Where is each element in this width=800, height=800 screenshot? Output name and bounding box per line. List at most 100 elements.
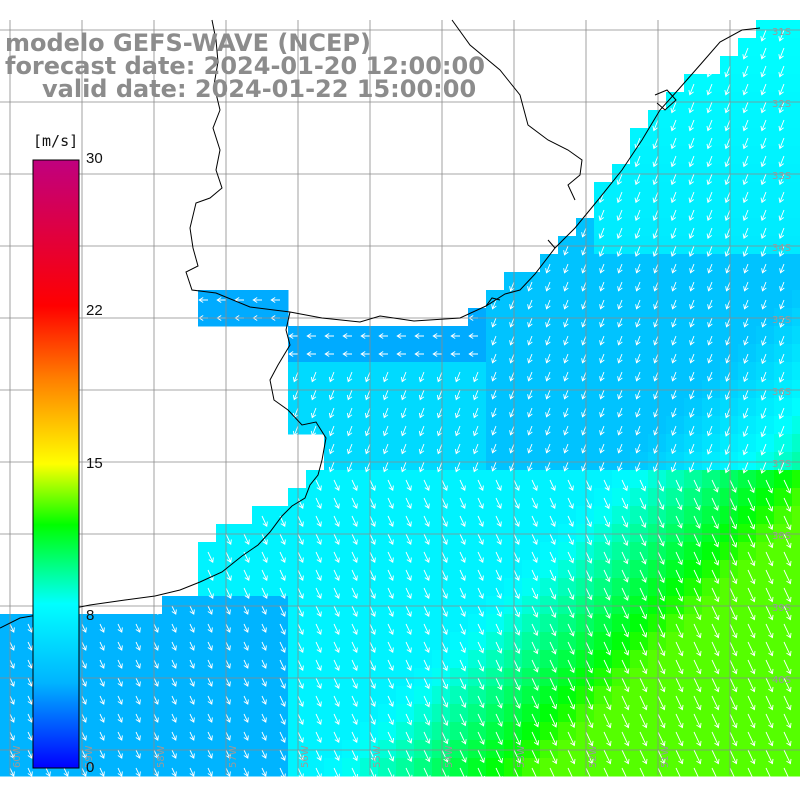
field-cell	[576, 560, 595, 579]
wind-arrow	[670, 173, 677, 186]
wind-arrow	[545, 461, 551, 472]
field-cell	[162, 668, 181, 687]
field-cell	[666, 632, 685, 651]
wind-arrow	[171, 677, 177, 687]
wind-arrow	[491, 371, 497, 382]
wind-arrow	[297, 497, 304, 509]
field-cell	[414, 344, 433, 363]
field-cell	[594, 686, 613, 705]
wind-arrow	[688, 83, 695, 96]
field-cell	[558, 758, 577, 777]
field-cell	[306, 560, 325, 579]
wind-arrow	[513, 659, 521, 673]
field-cell	[306, 704, 325, 723]
wind-arrow	[761, 299, 767, 310]
wind-arrow	[711, 587, 720, 603]
wind-arrow	[639, 695, 648, 711]
field-cell	[738, 398, 757, 417]
field-cell	[630, 434, 649, 453]
wind-arrow	[778, 209, 785, 222]
wind-arrow	[396, 351, 406, 357]
field-cell	[216, 650, 235, 669]
wind-arrow	[450, 333, 460, 339]
wind-arrow	[599, 317, 605, 328]
field-cell	[594, 416, 613, 435]
field-cell	[792, 398, 800, 417]
wind-arrow	[225, 623, 231, 633]
field-cell	[324, 362, 343, 381]
wind-arrow	[693, 767, 702, 783]
wind-arrow	[778, 47, 785, 60]
field-cell	[792, 758, 800, 777]
field-cell	[468, 578, 487, 597]
wind-arrow	[689, 371, 695, 382]
wind-arrow	[315, 569, 322, 581]
field-cell	[612, 362, 631, 381]
field-cell	[774, 668, 793, 687]
field-cell	[360, 542, 379, 561]
wind-arrow	[477, 479, 484, 491]
field-cell	[774, 362, 793, 381]
field-cell	[306, 758, 325, 777]
field-cell	[180, 686, 199, 705]
field-cell	[288, 524, 307, 543]
field-cell	[720, 56, 739, 75]
wind-arrow	[225, 551, 232, 563]
field-cell	[486, 380, 505, 399]
field-cell	[756, 326, 775, 345]
wind-arrow	[491, 353, 497, 364]
field-cell	[504, 506, 523, 525]
field-cell	[396, 668, 415, 687]
wind-arrow	[585, 731, 594, 747]
field-cell	[360, 614, 379, 633]
field-cell	[522, 668, 541, 687]
wind-arrow	[675, 623, 684, 639]
wind-arrow	[459, 497, 466, 509]
wind-arrow	[778, 155, 785, 168]
wind-arrow	[531, 497, 538, 509]
wind-arrow	[279, 659, 286, 671]
wind-arrow	[706, 65, 713, 78]
wind-arrow	[725, 263, 731, 274]
wind-arrow	[324, 351, 334, 357]
wind-arrow	[432, 351, 442, 357]
field-cell	[540, 668, 559, 687]
wind-arrow	[765, 533, 774, 549]
wind-arrow	[653, 443, 659, 454]
field-cell	[720, 578, 739, 597]
field-cell	[126, 686, 145, 705]
wind-arrow	[639, 551, 647, 565]
field-cell	[324, 614, 343, 633]
field-cell	[360, 578, 379, 597]
wind-arrow	[635, 425, 641, 436]
wind-arrow	[688, 245, 695, 257]
wind-arrow	[563, 281, 569, 292]
field-cell	[504, 416, 523, 435]
field-cell	[702, 704, 721, 723]
wind-arrow	[189, 749, 195, 759]
wind-arrow	[360, 351, 370, 357]
wind-arrow	[387, 551, 394, 563]
wind-arrow	[495, 659, 503, 673]
field-cell	[774, 542, 793, 561]
field-cell	[216, 668, 235, 687]
field-cell	[270, 632, 289, 651]
field-cell	[324, 452, 343, 471]
field-cell	[756, 452, 775, 471]
field-cell	[396, 416, 415, 435]
wind-arrow	[724, 443, 731, 456]
field-cell	[432, 614, 451, 633]
field-cell	[702, 380, 721, 399]
field-cell	[0, 722, 19, 741]
field-cell	[648, 398, 667, 417]
wind-arrow	[693, 713, 702, 729]
field-cell	[612, 596, 631, 615]
wind-arrow	[743, 281, 749, 292]
wind-arrow	[742, 227, 749, 239]
wind-arrow	[621, 587, 629, 601]
field-cell	[396, 452, 415, 471]
field-cell	[756, 398, 775, 417]
wind-arrow	[657, 497, 665, 511]
field-cell	[756, 92, 775, 111]
wind-arrow	[207, 551, 214, 563]
